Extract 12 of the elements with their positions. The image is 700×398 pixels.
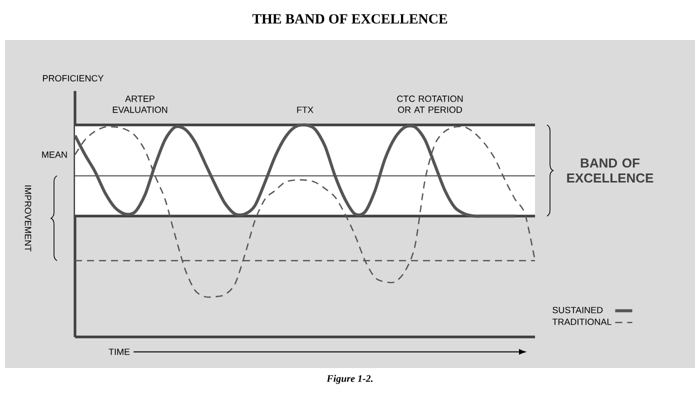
y-axis-title: PROFICIENCY	[42, 75, 104, 82]
text: ARTEP EVALUATION	[112, 96, 168, 113]
band-label: BAND OF EXCELLENCE	[567, 158, 654, 183]
ref-line-label: MEAN	[42, 152, 67, 158]
text: FTX	[297, 106, 314, 113]
chart-title: THE BAND OF EXCELLENCE	[252, 14, 448, 24]
x-axis-title: TIME	[108, 348, 130, 355]
legend-label: TRADITIONAL	[552, 318, 612, 326]
text: IMPROVEMENT	[24, 186, 32, 252]
text: CTC ROTATION OR AT PERIOD	[397, 96, 463, 113]
caption: Figure 1-2.	[326, 374, 373, 384]
legend-label: SUSTAINED	[552, 306, 603, 314]
